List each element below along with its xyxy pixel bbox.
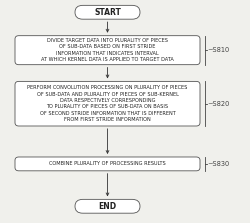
Text: ~S820: ~S820: [208, 101, 230, 107]
Text: ~S810: ~S810: [208, 47, 230, 53]
Text: DIVIDE TARGET DATA INTO PLURALITY OF PIECES
OF SUB-DATA BASED ON FIRST STRIDE
IN: DIVIDE TARGET DATA INTO PLURALITY OF PIE…: [41, 38, 174, 62]
FancyBboxPatch shape: [75, 5, 140, 19]
FancyBboxPatch shape: [15, 36, 200, 65]
Text: COMBINE PLURALITY OF PROCESSING RESULTS: COMBINE PLURALITY OF PROCESSING RESULTS: [49, 161, 166, 166]
FancyBboxPatch shape: [15, 157, 200, 171]
Text: END: END: [98, 202, 116, 211]
Text: START: START: [94, 8, 121, 17]
FancyBboxPatch shape: [75, 199, 140, 213]
Text: PERFORM CONVOLUTION PROCESSING ON PLURALITY OF PIECES
OF SUB-DATA AND PLURALITY : PERFORM CONVOLUTION PROCESSING ON PLURAL…: [27, 85, 188, 122]
Text: ~S830: ~S830: [208, 161, 230, 167]
FancyBboxPatch shape: [15, 81, 200, 126]
